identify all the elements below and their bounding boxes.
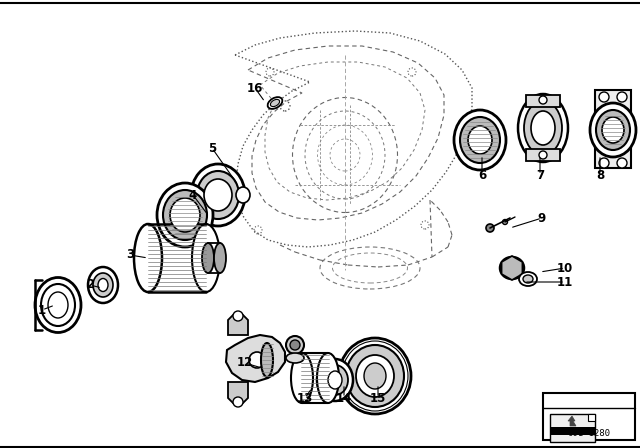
- Polygon shape: [568, 416, 576, 426]
- Ellipse shape: [134, 224, 162, 292]
- Bar: [526, 149, 560, 161]
- Text: 5: 5: [208, 142, 216, 155]
- Ellipse shape: [468, 126, 492, 154]
- Bar: [550, 414, 595, 442]
- Bar: [595, 90, 631, 168]
- Text: 10: 10: [557, 262, 573, 275]
- Ellipse shape: [460, 117, 500, 163]
- Text: 9: 9: [538, 211, 546, 224]
- Text: 6: 6: [478, 168, 486, 181]
- Ellipse shape: [590, 103, 636, 157]
- Ellipse shape: [157, 183, 213, 247]
- Ellipse shape: [271, 99, 280, 107]
- Polygon shape: [228, 314, 248, 335]
- Circle shape: [502, 220, 508, 224]
- Ellipse shape: [531, 111, 555, 145]
- Text: 7: 7: [536, 168, 544, 181]
- Ellipse shape: [236, 187, 250, 203]
- Circle shape: [286, 336, 304, 354]
- Circle shape: [617, 92, 627, 102]
- Text: 001-1280: 001-1280: [568, 428, 611, 438]
- Ellipse shape: [98, 279, 108, 292]
- Circle shape: [539, 151, 547, 159]
- Circle shape: [233, 397, 243, 407]
- Ellipse shape: [602, 117, 624, 143]
- Ellipse shape: [192, 224, 220, 292]
- Circle shape: [539, 96, 547, 104]
- Circle shape: [617, 158, 627, 168]
- Text: 4: 4: [189, 189, 197, 202]
- Bar: [526, 95, 560, 107]
- Bar: [550, 427, 595, 435]
- Bar: [543, 393, 635, 440]
- Circle shape: [486, 224, 494, 232]
- Ellipse shape: [291, 353, 313, 403]
- Text: 15: 15: [370, 392, 386, 405]
- Ellipse shape: [197, 171, 239, 219]
- Ellipse shape: [356, 355, 394, 397]
- Ellipse shape: [214, 243, 226, 273]
- Text: 13: 13: [297, 392, 313, 405]
- Ellipse shape: [261, 343, 273, 377]
- Polygon shape: [502, 256, 522, 280]
- Ellipse shape: [339, 338, 411, 414]
- Ellipse shape: [500, 257, 524, 279]
- Circle shape: [249, 352, 265, 368]
- Text: 14: 14: [336, 392, 352, 405]
- Ellipse shape: [191, 164, 245, 226]
- Text: 16: 16: [247, 82, 263, 95]
- Ellipse shape: [346, 345, 404, 407]
- Text: 11: 11: [557, 276, 573, 289]
- Text: 12: 12: [237, 357, 253, 370]
- Ellipse shape: [202, 243, 214, 273]
- Ellipse shape: [519, 272, 537, 286]
- Ellipse shape: [518, 94, 568, 162]
- Ellipse shape: [35, 277, 81, 332]
- Ellipse shape: [317, 353, 339, 403]
- Ellipse shape: [364, 363, 386, 389]
- Polygon shape: [226, 335, 285, 382]
- Polygon shape: [228, 382, 248, 404]
- Ellipse shape: [596, 110, 630, 150]
- Ellipse shape: [93, 273, 113, 297]
- Ellipse shape: [322, 365, 348, 395]
- Polygon shape: [588, 414, 595, 421]
- Ellipse shape: [317, 359, 353, 401]
- Ellipse shape: [88, 267, 118, 303]
- Ellipse shape: [286, 353, 304, 363]
- Ellipse shape: [504, 261, 520, 275]
- Text: 3: 3: [126, 249, 134, 262]
- Circle shape: [599, 158, 609, 168]
- Ellipse shape: [328, 371, 342, 389]
- Ellipse shape: [524, 101, 562, 155]
- Text: 8: 8: [596, 168, 604, 181]
- Ellipse shape: [523, 275, 533, 283]
- Ellipse shape: [48, 292, 68, 318]
- Circle shape: [599, 92, 609, 102]
- Text: 2: 2: [86, 279, 94, 292]
- Ellipse shape: [204, 179, 232, 211]
- Ellipse shape: [163, 190, 207, 240]
- Circle shape: [233, 311, 243, 321]
- Ellipse shape: [170, 198, 200, 232]
- Circle shape: [290, 340, 300, 350]
- Ellipse shape: [268, 97, 282, 109]
- Ellipse shape: [454, 110, 506, 170]
- Text: 1: 1: [38, 303, 46, 316]
